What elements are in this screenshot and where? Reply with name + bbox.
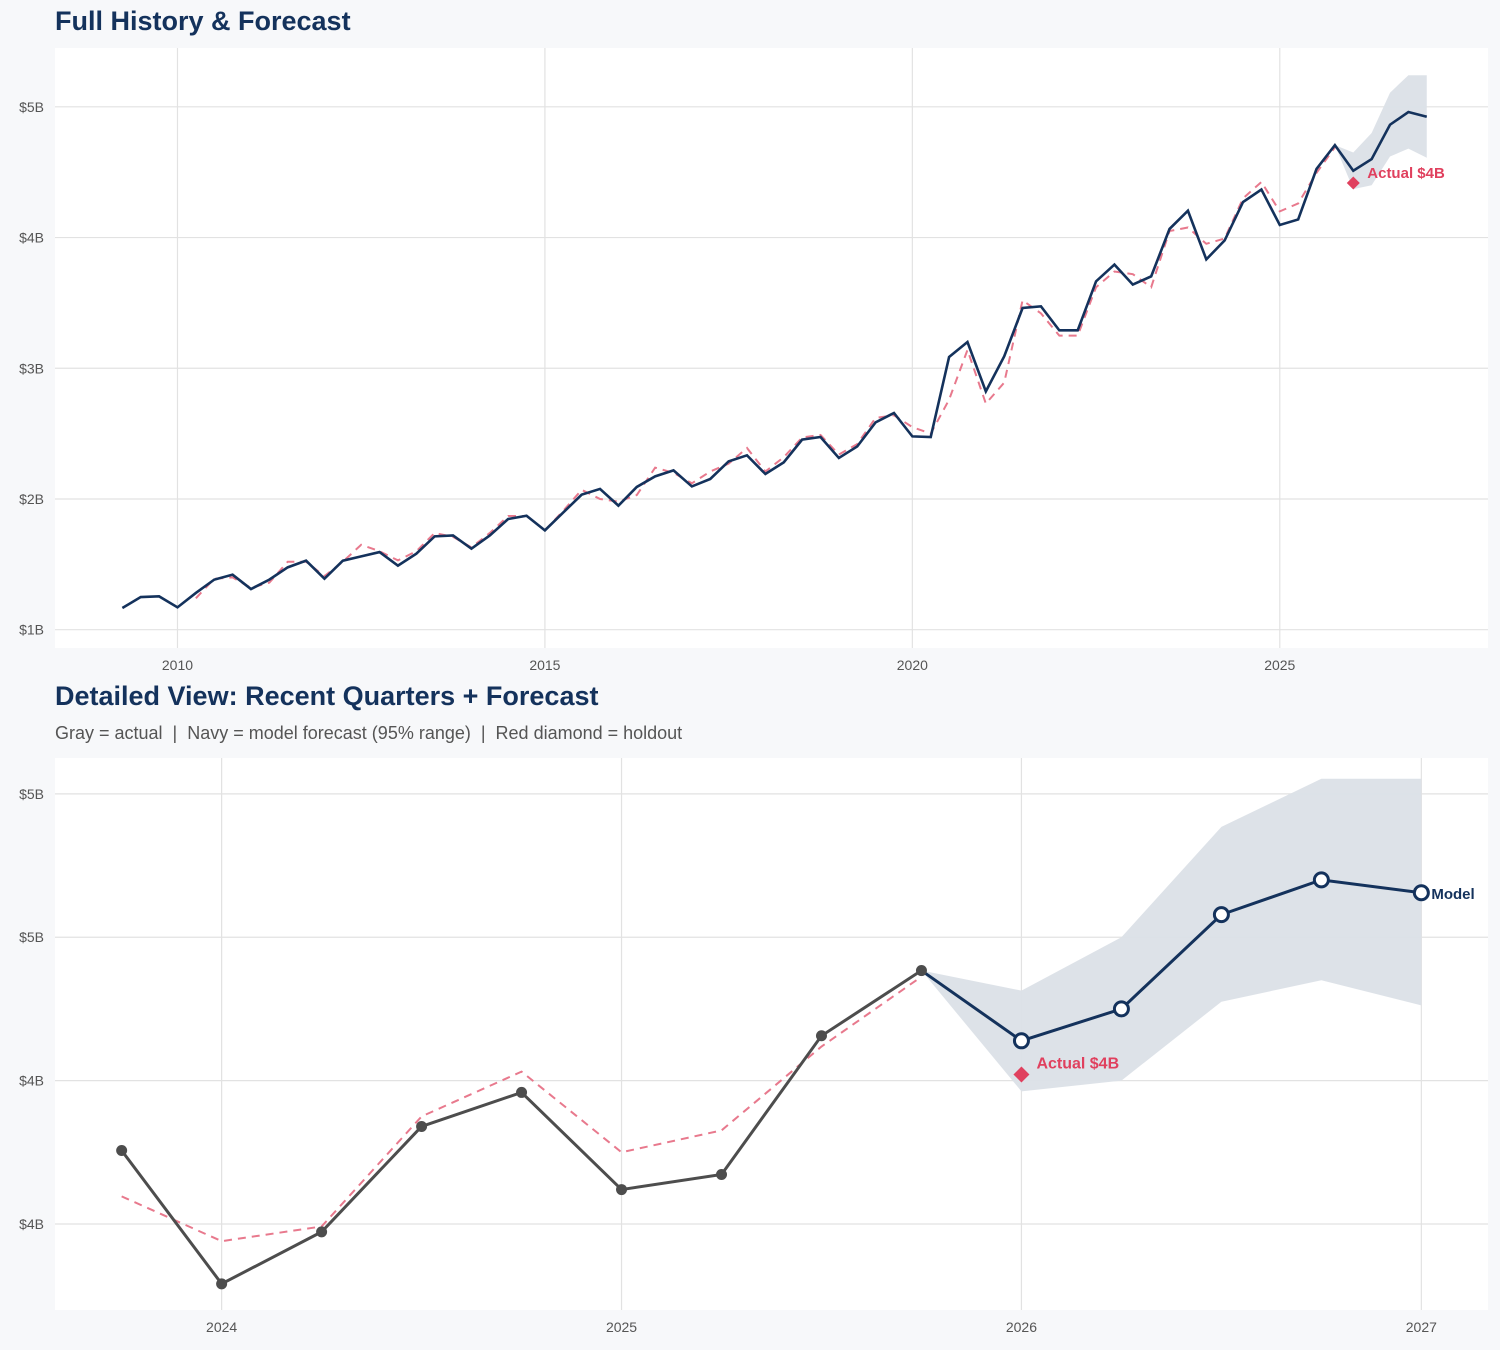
bottom-chart: 2024 2025 2026 2027 $4B $4B $5B $5B Model Actual … (19, 758, 1488, 1335)
forecast-point (1312, 871, 1330, 889)
plot-area (55, 48, 1488, 648)
actual-point (216, 1278, 228, 1290)
actual-point (416, 1120, 428, 1132)
x-tick-label: 2010 (162, 657, 193, 673)
y-tick-label: $4B (19, 230, 44, 246)
actual-point (316, 1226, 328, 1238)
x-tick-label: 2020 (897, 657, 928, 673)
x-tick-label: 2026 (1006, 1319, 1037, 1335)
model-end-label: Model (1431, 886, 1474, 903)
forecast-point (1212, 906, 1230, 924)
forecast-point (1412, 884, 1430, 902)
y-tick-label: $5B (19, 99, 44, 115)
x-tick-label: 2027 (1406, 1319, 1437, 1335)
top-chart: 2010 2015 2020 2025 $1B $2B $3B $4B $5B Actual $4… (19, 48, 1488, 673)
actual-point (716, 1169, 728, 1181)
x-tick-label: 2024 (206, 1319, 237, 1335)
y-tick-label: $4B (19, 1073, 44, 1089)
actual-and-forecast-line (121, 110, 1428, 610)
fitted-dashed-line (195, 146, 1336, 600)
actual-point (116, 1144, 128, 1156)
top-chart-title: Full History & Forecast (55, 6, 351, 36)
forecast-95-band (1334, 75, 1427, 190)
y-tick-label: $2B (19, 491, 44, 507)
y-tick-label: $5B (19, 786, 44, 802)
y-tick-label: $4B (19, 1216, 44, 1232)
holdout-label: Actual $4B (1367, 165, 1445, 182)
actual-point (516, 1086, 528, 1098)
y-tick-label: $5B (19, 929, 44, 945)
actual-point (915, 965, 927, 977)
holdout-diamond (1013, 1066, 1030, 1083)
x-tick-label: 2025 (606, 1319, 637, 1335)
forecast-point (1012, 1032, 1030, 1050)
bottom-chart-title: Detailed View: Recent Quarters + Forecas… (55, 681, 599, 711)
y-tick-label: $3B (19, 360, 44, 376)
x-tick-label: 2015 (529, 657, 560, 673)
x-tick-label: 2025 (1264, 657, 1295, 673)
forecast-point (1112, 1000, 1130, 1018)
actual-point (616, 1184, 628, 1196)
holdout-diamond (1346, 176, 1360, 190)
actual-point (815, 1030, 827, 1042)
holdout-label: Actual $4B (1036, 1056, 1119, 1073)
forecast-95-band (921, 778, 1422, 1092)
y-tick-label: $1B (19, 622, 44, 638)
bottom-chart-subtitle: Gray = actual | Navy = model forecast (9… (55, 723, 683, 743)
fitted-dashed-line (121, 975, 923, 1243)
forecast-line (920, 878, 1422, 1043)
